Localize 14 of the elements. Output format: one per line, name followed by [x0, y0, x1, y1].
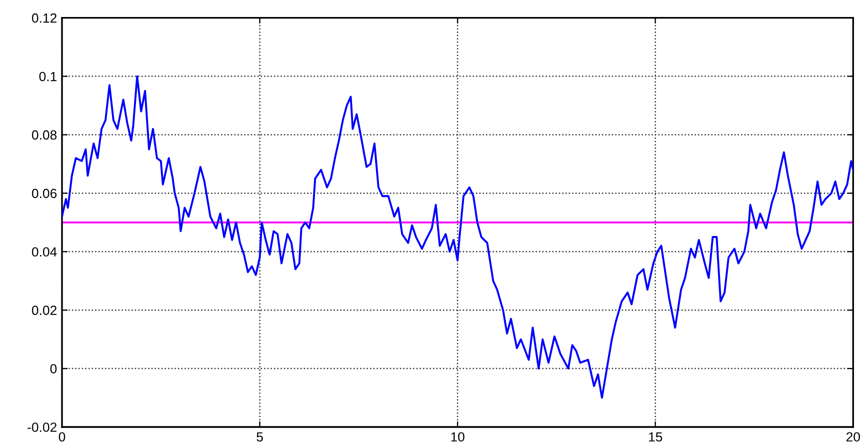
y-tick-label: 0.06: [32, 188, 57, 198]
x-tick-label: 20: [846, 432, 860, 442]
y-tick-label: -0.02: [28, 422, 56, 432]
x-tick-label: 5: [256, 432, 263, 442]
y-tick-label: 0.08: [32, 130, 57, 140]
y-tick-label: 0.04: [32, 247, 57, 257]
y-tick-label: 0.02: [32, 306, 56, 316]
line-series: [62, 75, 854, 399]
y-tick-label: 0.1: [39, 72, 56, 82]
y-tick-label: 0.12: [32, 13, 56, 23]
x-tick-label: 10: [451, 432, 464, 442]
y-tick-label: 0: [50, 364, 57, 374]
x-tick-label: 15: [649, 432, 662, 442]
x-tick-label: 0: [58, 432, 66, 442]
